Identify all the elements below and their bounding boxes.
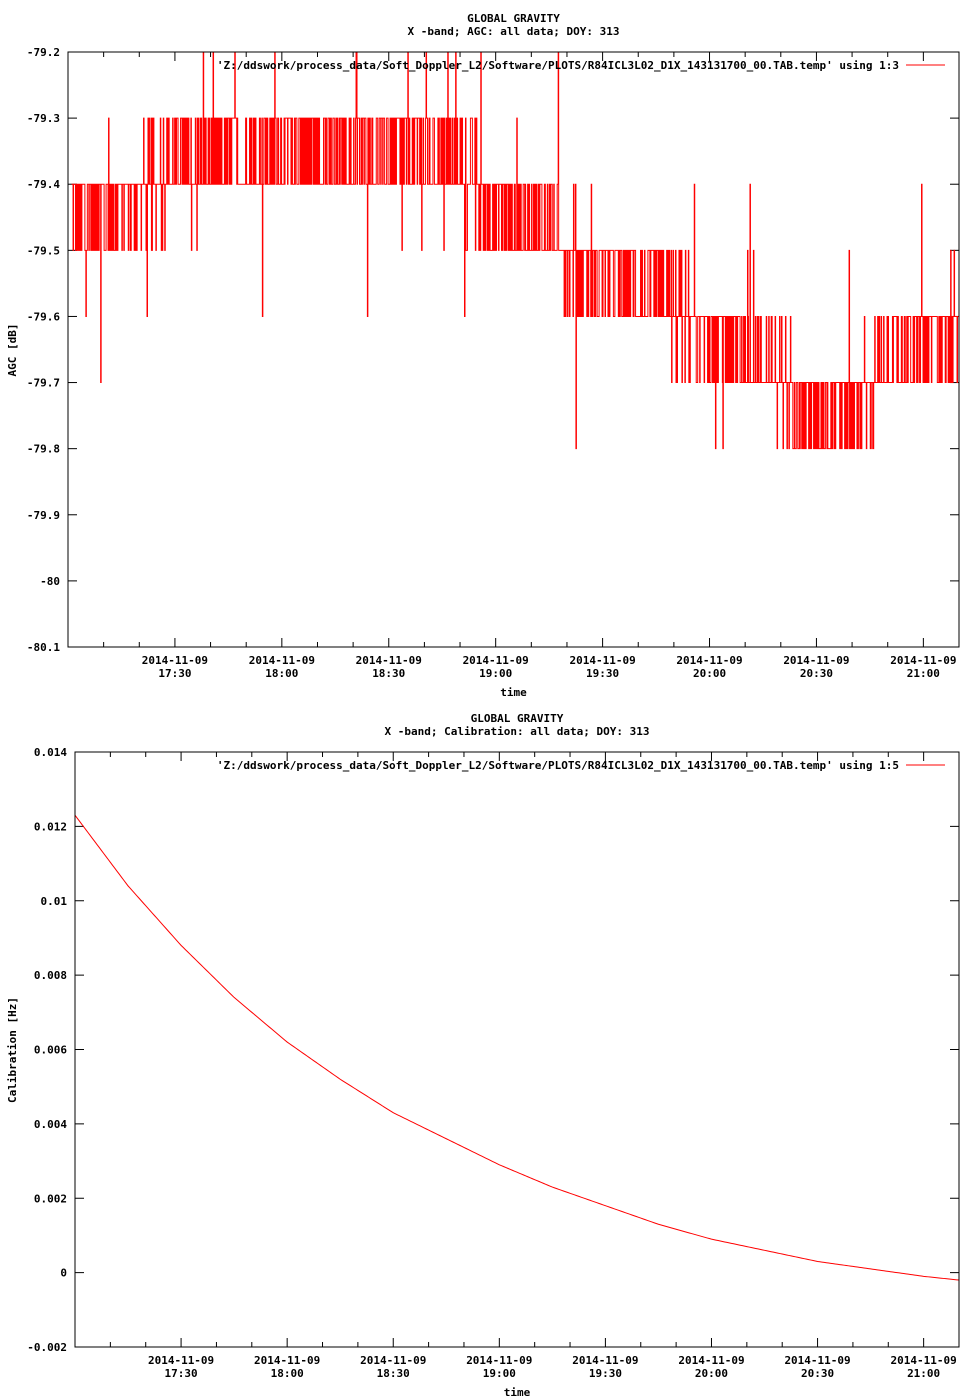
y-tick-label: -80 xyxy=(40,575,60,588)
x-tick-time-label: 18:00 xyxy=(271,1367,304,1380)
y-tick-label: 0 xyxy=(60,1267,67,1280)
x-tick-time-label: 20:00 xyxy=(695,1367,728,1380)
y-tick-label: 0.002 xyxy=(34,1192,67,1205)
x-tick-date-label: 2014-11-09 xyxy=(254,1354,320,1367)
x-tick-date-label: 2014-11-09 xyxy=(676,654,742,667)
y-tick-label: 0.006 xyxy=(34,1044,67,1057)
y-tick-label: -79.5 xyxy=(27,244,60,257)
x-tick-date-label: 2014-11-09 xyxy=(463,654,529,667)
x-tick-date-label: 2014-11-09 xyxy=(360,1354,426,1367)
calibration-data-line xyxy=(75,814,959,1281)
plot-frame xyxy=(67,51,960,648)
x-tick-date-label: 2014-11-09 xyxy=(142,654,208,667)
x-tick-date-label: 2014-11-09 xyxy=(891,1354,957,1367)
chart-title: GLOBAL GRAVITY xyxy=(467,12,560,25)
y-tick-label: -0.002 xyxy=(27,1341,67,1354)
x-tick-date-label: 2014-11-09 xyxy=(249,654,315,667)
y-tick-label: -79.8 xyxy=(27,443,60,456)
x-tick-time-label: 18:30 xyxy=(377,1367,410,1380)
legend-label: 'Z:/ddswork/process_data/Soft_Doppler_L2… xyxy=(217,59,899,72)
x-tick-date-label: 2014-11-09 xyxy=(784,1354,850,1367)
chart-title: GLOBAL GRAVITY xyxy=(471,712,564,725)
y-tick-label: 0.004 xyxy=(34,1118,67,1131)
y-tick-label: -79.9 xyxy=(27,509,60,522)
y-axis-label: Calibration [Hz] xyxy=(6,997,19,1103)
y-tick-label: -79.6 xyxy=(27,310,60,323)
y-tick-label: 0.008 xyxy=(34,969,67,982)
x-tick-time-label: 21:00 xyxy=(907,667,940,680)
x-tick-time-label: 19:30 xyxy=(589,1367,622,1380)
x-tick-time-label: 19:30 xyxy=(586,667,619,680)
x-tick-date-label: 2014-11-09 xyxy=(572,1354,638,1367)
y-tick-label: 0.014 xyxy=(34,746,67,759)
y-tick-label: -79.2 xyxy=(27,46,60,59)
plot-frame xyxy=(74,751,960,1348)
x-tick-date-label: 2014-11-09 xyxy=(148,1354,214,1367)
x-axis-label: time xyxy=(504,1386,531,1399)
y-tick-label: 0.01 xyxy=(41,895,68,908)
x-tick-time-label: 20:30 xyxy=(800,667,833,680)
x-tick-time-label: 17:30 xyxy=(158,667,191,680)
x-tick-date-label: 2014-11-09 xyxy=(890,654,956,667)
x-tick-date-label: 2014-11-09 xyxy=(678,1354,744,1367)
x-tick-date-label: 2014-11-09 xyxy=(356,654,422,667)
y-tick-label: -79.4 xyxy=(27,178,60,191)
y-tick-label: 0.012 xyxy=(34,820,67,833)
x-tick-date-label: 2014-11-09 xyxy=(569,654,635,667)
x-tick-date-label: 2014-11-09 xyxy=(466,1354,532,1367)
x-tick-time-label: 20:00 xyxy=(693,667,726,680)
y-tick-label: -80.1 xyxy=(27,641,60,654)
x-tick-time-label: 18:30 xyxy=(372,667,405,680)
x-axis-label: time xyxy=(500,686,527,699)
x-tick-time-label: 17:30 xyxy=(165,1367,198,1380)
x-tick-date-label: 2014-11-09 xyxy=(783,654,849,667)
chart-subtitle: X -band; Calibration: all data; DOY: 313 xyxy=(385,725,650,738)
y-tick-label: -79.3 xyxy=(27,112,60,125)
x-tick-time-label: 18:00 xyxy=(265,667,298,680)
x-tick-time-label: 20:30 xyxy=(801,1367,834,1380)
agc-data-line xyxy=(71,52,959,450)
y-tick-label: -79.7 xyxy=(27,377,60,390)
x-tick-time-label: 19:00 xyxy=(483,1367,516,1380)
x-tick-time-label: 21:00 xyxy=(907,1367,940,1380)
x-tick-time-label: 19:00 xyxy=(479,667,512,680)
y-axis-label: AGC [dB] xyxy=(6,324,19,377)
legend-label: 'Z:/ddswork/process_data/Soft_Doppler_L2… xyxy=(217,759,899,772)
chart-subtitle: X -band; AGC: all data; DOY: 313 xyxy=(408,25,620,38)
